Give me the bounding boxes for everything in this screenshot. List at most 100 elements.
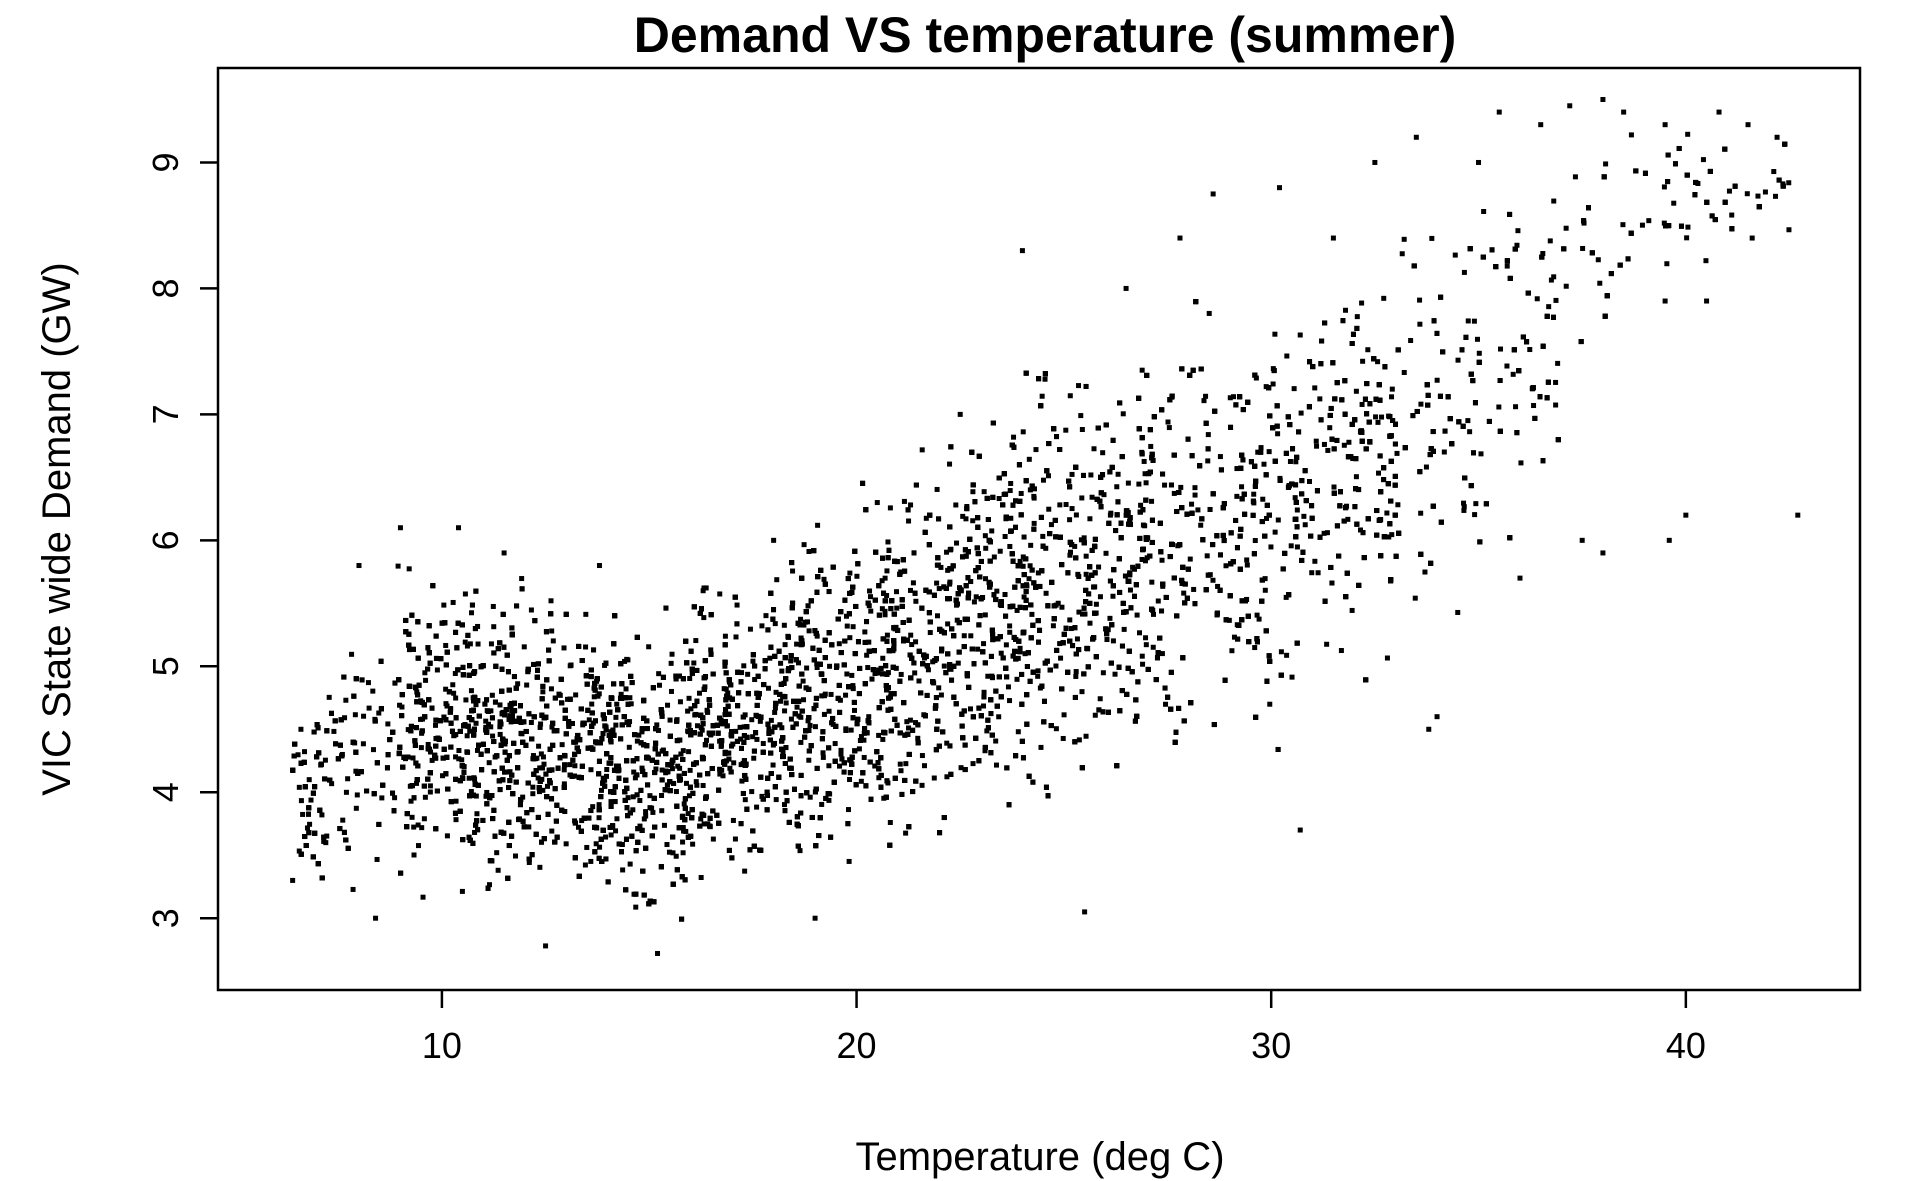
data-point	[882, 575, 888, 581]
data-point	[1684, 235, 1690, 241]
data-point	[698, 816, 704, 822]
data-point	[747, 626, 753, 632]
data-point	[1255, 449, 1261, 455]
data-point	[1206, 310, 1212, 316]
data-point	[302, 749, 308, 755]
data-point	[906, 725, 912, 731]
data-point	[491, 624, 497, 630]
data-point	[993, 738, 999, 744]
data-point	[1074, 636, 1080, 642]
data-point	[919, 447, 925, 453]
data-point	[467, 641, 473, 647]
data-point	[970, 489, 976, 495]
data-point	[1418, 401, 1424, 407]
data-point	[497, 724, 503, 730]
data-point	[1081, 535, 1087, 541]
data-point	[646, 644, 652, 650]
data-point	[1389, 394, 1395, 400]
data-point	[1628, 132, 1634, 138]
data-point	[880, 655, 886, 661]
data-point	[1139, 653, 1145, 659]
data-point	[698, 875, 704, 881]
data-point	[352, 712, 358, 718]
data-point	[548, 598, 554, 604]
data-point	[1079, 427, 1085, 433]
data-point	[733, 634, 739, 640]
data-point	[549, 828, 555, 834]
data-point	[1773, 193, 1779, 199]
data-point	[1231, 394, 1237, 400]
data-point	[1139, 367, 1145, 373]
data-point	[782, 642, 788, 648]
data-point	[537, 765, 543, 771]
data-point	[1418, 510, 1424, 516]
data-point	[1298, 410, 1304, 416]
data-point	[1149, 498, 1155, 504]
data-point	[666, 849, 672, 855]
data-point	[691, 660, 697, 666]
data-point	[921, 763, 927, 769]
data-point	[867, 594, 873, 600]
data-point	[1251, 491, 1257, 497]
data-point	[814, 633, 820, 639]
data-point	[1143, 480, 1149, 486]
data-point	[1384, 510, 1390, 516]
data-point	[897, 761, 903, 767]
data-point	[798, 714, 804, 720]
data-point	[1272, 331, 1278, 337]
data-point	[944, 549, 950, 555]
data-point	[843, 613, 849, 619]
data-point	[856, 746, 862, 752]
data-point	[826, 708, 832, 714]
data-point	[1474, 336, 1480, 342]
data-point	[584, 844, 590, 850]
data-point	[1143, 635, 1149, 641]
data-point	[912, 670, 918, 676]
data-point	[1073, 669, 1079, 675]
data-point	[1408, 338, 1414, 344]
data-point	[749, 717, 755, 723]
data-point	[1097, 594, 1103, 600]
data-point	[608, 832, 614, 838]
data-point	[1057, 641, 1063, 647]
data-point	[850, 624, 856, 630]
data-point	[1035, 673, 1041, 679]
data-point	[1162, 482, 1168, 488]
data-point	[639, 729, 645, 735]
data-point	[1155, 598, 1161, 604]
data-point	[1287, 458, 1293, 464]
data-point	[444, 833, 450, 839]
data-point	[1002, 533, 1008, 539]
data-point	[422, 670, 428, 676]
data-point	[982, 533, 988, 539]
data-point	[821, 711, 827, 717]
data-point	[528, 607, 534, 613]
data-point	[1134, 612, 1140, 618]
data-point	[947, 461, 953, 467]
data-point	[573, 692, 579, 698]
data-point	[1031, 486, 1037, 492]
data-point	[1068, 549, 1074, 555]
data-point	[1417, 297, 1423, 303]
data-point	[898, 768, 904, 774]
data-point	[1452, 252, 1458, 258]
data-point	[668, 688, 674, 694]
data-point	[361, 713, 367, 719]
data-point	[1078, 413, 1084, 419]
data-point	[847, 635, 853, 641]
data-point	[1020, 429, 1026, 435]
data-point	[1321, 530, 1327, 536]
data-point	[295, 752, 301, 758]
data-point	[483, 724, 489, 730]
data-point	[1079, 689, 1085, 695]
data-point	[1163, 701, 1169, 707]
data-point	[440, 773, 446, 779]
data-point	[830, 721, 836, 727]
data-point	[759, 793, 765, 799]
data-point	[916, 678, 922, 684]
data-point	[572, 763, 578, 769]
data-point	[1139, 556, 1145, 562]
data-point	[453, 798, 459, 804]
data-point	[820, 754, 826, 760]
data-point	[1227, 395, 1233, 401]
